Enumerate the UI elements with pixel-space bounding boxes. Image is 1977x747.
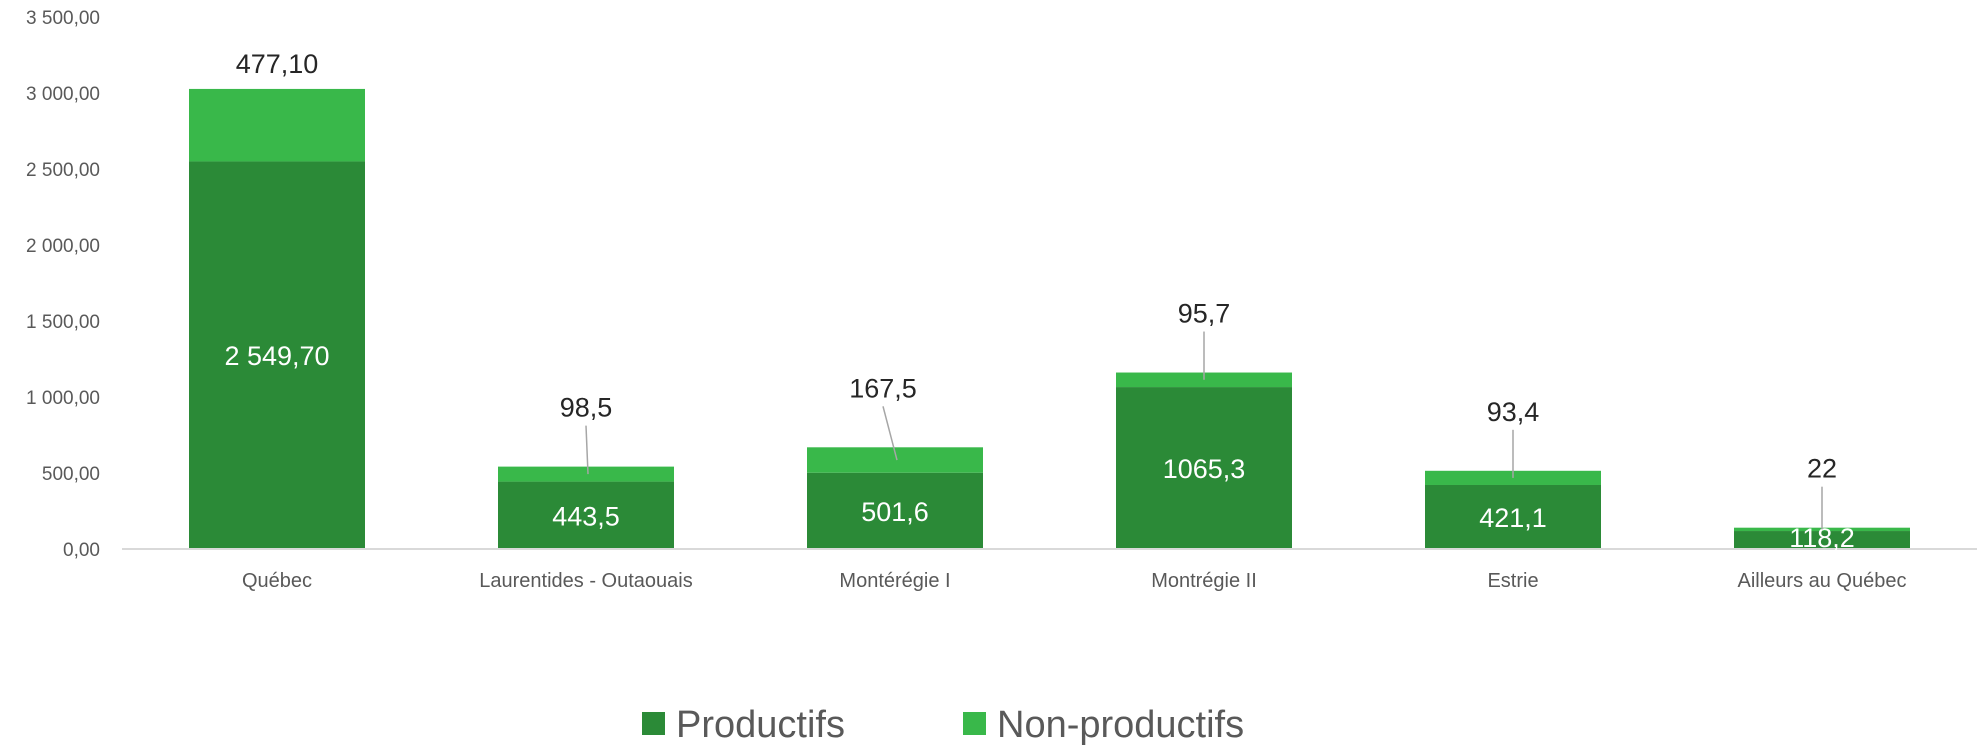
legend-label-non-productifs: Non-productifs — [997, 704, 1244, 746]
data-label-productifs: 443,5 — [552, 501, 620, 531]
bar-productifs — [1734, 531, 1910, 549]
data-labels: 2 549,70 477,10 443,5 98,5 501,6 167,5 1065,3 9… — [224, 49, 1854, 553]
y-tick-label: 3 500,00 — [26, 8, 100, 29]
bar-productifs — [498, 481, 674, 549]
data-label-non-productifs: 167,5 — [849, 373, 917, 403]
data-label-productifs: 501,6 — [861, 497, 929, 527]
x-axis: Québec Laurentides - Outaouais Montérégie … — [242, 570, 1907, 592]
data-label-non-productifs: 477,10 — [236, 49, 319, 79]
bar-non-productifs — [189, 88, 365, 162]
leader-line — [585, 425, 589, 475]
data-label-non-productifs: 98,5 — [560, 393, 613, 423]
bar-productifs — [1425, 484, 1601, 549]
bars — [189, 88, 1910, 549]
bar-productifs — [189, 161, 365, 549]
data-label-productifs: 2 549,70 — [224, 341, 329, 371]
legend-swatch-productifs — [642, 712, 665, 735]
leader-line — [882, 406, 898, 461]
data-label-productifs: 1065,3 — [1163, 454, 1246, 484]
y-tick-label: 2 000,00 — [26, 236, 100, 257]
y-axis: 0,00 500,00 1 000,00 1 500,00 2 000,00 2 500,… — [26, 8, 100, 561]
data-label-non-productifs: 93,4 — [1487, 397, 1540, 427]
y-tick-label: 0,00 — [63, 540, 100, 561]
x-category-label: Montrégie II — [1151, 570, 1257, 592]
y-tick-label: 1 500,00 — [26, 312, 100, 333]
x-category-label: Laurentides - Outaouais — [479, 570, 692, 592]
y-tick-label: 3 000,00 — [26, 84, 100, 105]
y-tick-label: 500,00 — [42, 464, 100, 485]
data-label-productifs: 421,1 — [1479, 503, 1547, 533]
y-tick-label: 1 000,00 — [26, 388, 100, 409]
x-category-label: Montérégie I — [839, 570, 950, 592]
legend-swatch-non-productifs — [963, 712, 986, 735]
x-category-label: Québec — [242, 570, 312, 592]
data-label-non-productifs: 95,7 — [1178, 299, 1231, 329]
bar-productifs — [1116, 387, 1292, 549]
x-category-label: Ailleurs au Québec — [1738, 570, 1907, 592]
y-tick-label: 2 500,00 — [26, 160, 100, 181]
data-label-non-productifs: 22 — [1807, 454, 1837, 484]
bar-productifs — [807, 472, 983, 549]
legend-label-productifs: Productifs — [676, 704, 845, 746]
legend: Productifs Non-productifs — [642, 704, 1244, 746]
bar-non-productifs — [498, 466, 674, 482]
x-category-label: Estrie — [1487, 570, 1538, 592]
